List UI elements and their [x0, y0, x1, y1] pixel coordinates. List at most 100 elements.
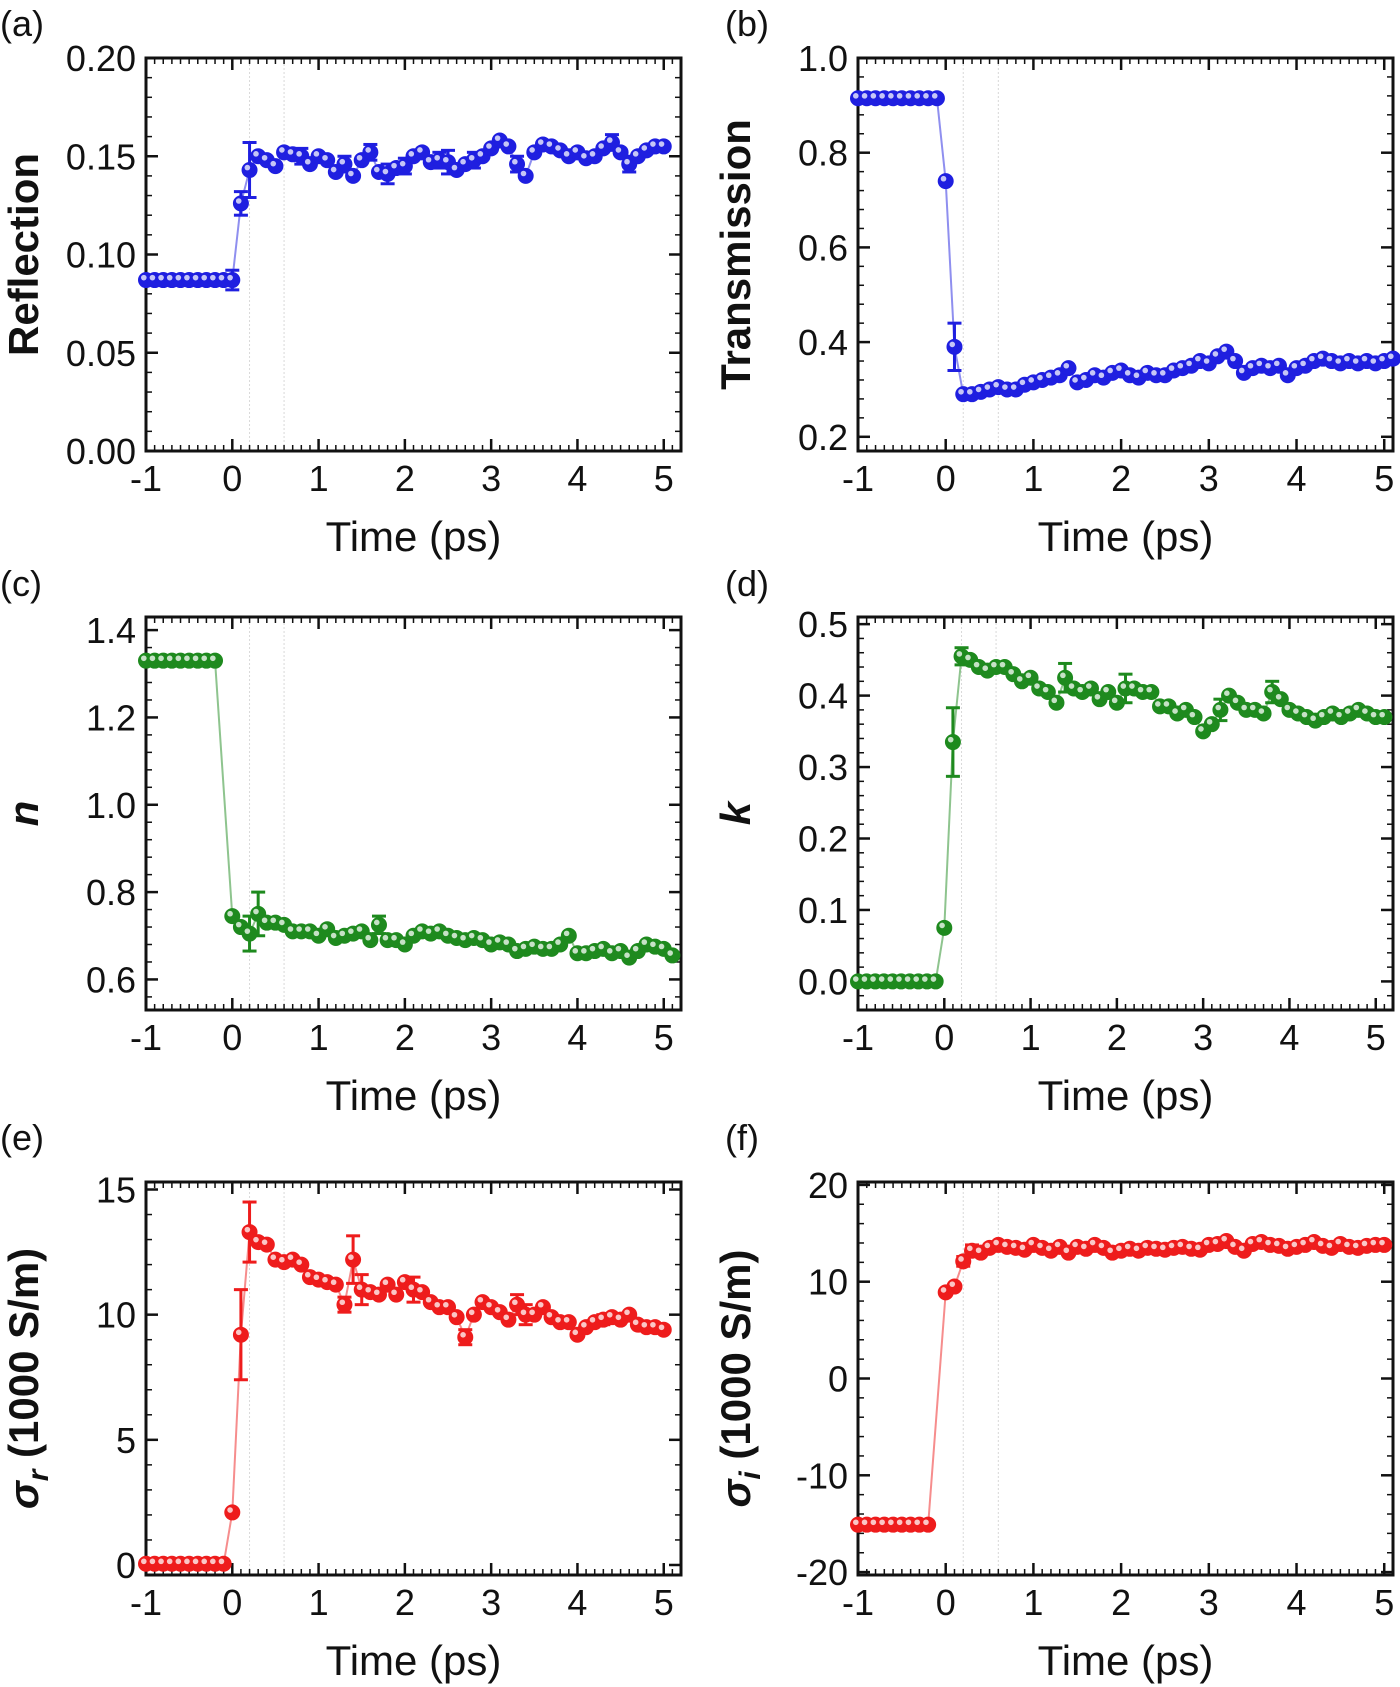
data-point	[1255, 705, 1272, 722]
data-point-highlight	[1232, 697, 1239, 704]
x-tick-label: 0	[934, 1017, 954, 1058]
x-axis-title: Time (ps)	[326, 513, 502, 560]
data-point-highlight	[1388, 353, 1394, 360]
data-point-highlight	[141, 655, 147, 662]
panel-letter: (c)	[0, 563, 42, 604]
data-point-highlight	[330, 932, 337, 939]
data-point-highlight	[641, 145, 648, 151]
plot-frame	[856, 56, 1395, 453]
x-axis-title: Time (ps)	[1038, 513, 1214, 560]
data-point-highlight	[192, 274, 199, 281]
data-point	[560, 1314, 577, 1331]
data-point	[1186, 709, 1203, 726]
data-point-highlight	[287, 1254, 294, 1260]
data-point-highlight	[287, 926, 294, 932]
y-tick-label: 0.8	[86, 872, 136, 913]
data-point-highlight	[244, 164, 251, 171]
data-point-highlight	[1300, 360, 1306, 367]
data-point-highlight	[192, 1558, 199, 1565]
data-point-highlight	[991, 661, 997, 668]
y-tick-label: 0.15	[66, 136, 136, 177]
data-point	[946, 338, 963, 355]
data-point-highlight	[913, 976, 920, 982]
data-point-highlight	[460, 1331, 466, 1338]
data-point-highlight	[287, 149, 294, 155]
data-point-highlight	[965, 654, 971, 661]
data-point-highlight	[930, 976, 937, 982]
data-point-highlight	[1206, 718, 1213, 725]
data-point-highlight	[468, 932, 475, 939]
x-tick-label: 0	[222, 458, 242, 499]
data-point-highlight	[356, 1284, 363, 1291]
data-point-highlight	[879, 1519, 885, 1526]
data-point-highlight	[984, 384, 991, 390]
data-point-highlight	[1142, 367, 1149, 374]
data-point	[1212, 701, 1229, 718]
data-point-highlight	[870, 976, 876, 982]
data-point-highlight	[1361, 355, 1368, 362]
data-point-highlight	[494, 937, 501, 943]
data-point-highlight	[999, 661, 1006, 668]
data-point-highlight	[1198, 726, 1204, 732]
data-point-highlight	[1318, 711, 1325, 718]
panel-letter: (e)	[0, 1117, 44, 1158]
x-tick-label: 3	[481, 458, 501, 499]
data-point-highlight	[235, 921, 242, 928]
data-point-highlight	[408, 151, 415, 157]
data-point-highlight	[1120, 683, 1127, 689]
data-point-highlight	[658, 141, 665, 147]
data-point-highlight	[615, 945, 622, 952]
data-point-highlight	[1326, 355, 1333, 362]
data-point-highlight	[399, 160, 406, 167]
data-point-highlight	[210, 655, 216, 662]
data-point-highlight	[348, 928, 354, 934]
data-point-highlight	[1098, 372, 1105, 379]
data-point-highlight	[1077, 686, 1083, 693]
data-point	[500, 138, 517, 155]
data-point-highlight	[896, 93, 903, 99]
data-point-highlight	[382, 168, 389, 175]
data-point-highlight	[589, 151, 596, 157]
data-point-highlight	[253, 1236, 259, 1243]
series-points	[138, 1200, 672, 1572]
data-point-highlight	[1212, 351, 1219, 357]
data-point-highlight	[322, 1276, 328, 1283]
plot-frame	[144, 56, 683, 453]
x-tick-label: 2	[395, 458, 415, 499]
data-point-highlight	[1327, 708, 1334, 714]
data-point-highlight	[1186, 360, 1192, 367]
data-point-highlight	[270, 917, 277, 924]
data-point-highlight	[1028, 1239, 1035, 1246]
data-point-highlight	[1089, 370, 1096, 376]
x-tick-label: 3	[1199, 1582, 1219, 1623]
data-point-highlight	[555, 939, 561, 945]
y-tick-label: 0.2	[798, 417, 848, 458]
data-point-highlight	[581, 1321, 587, 1328]
data-point-highlight	[1159, 1244, 1166, 1251]
data-point-highlight	[947, 736, 954, 743]
data-point-highlight	[1151, 370, 1157, 376]
data-point-highlight	[1282, 1243, 1289, 1250]
data-point-highlight	[1137, 686, 1144, 693]
x-tick-label: 5	[654, 458, 674, 499]
data-point-highlight	[261, 154, 268, 161]
data-point-highlight	[958, 388, 964, 395]
data-point-highlight	[443, 1301, 449, 1308]
data-point	[224, 272, 241, 289]
data-point-highlight	[572, 147, 579, 153]
data-point-highlight	[1203, 358, 1210, 364]
data-point-highlight	[993, 381, 999, 388]
data-point-highlight	[244, 1226, 251, 1233]
data-point-highlight	[158, 274, 164, 281]
data-point-highlight	[975, 1247, 982, 1254]
data-point-highlight	[1180, 704, 1187, 711]
x-tick-label: 0	[936, 458, 956, 499]
data-point-highlight	[1221, 346, 1227, 352]
data-point-highlight	[1037, 1242, 1043, 1249]
data-point-highlight	[1159, 370, 1166, 376]
data-point-highlight	[356, 154, 363, 161]
data-point-highlight	[563, 930, 570, 937]
y-tick-label: 0.3	[798, 747, 848, 788]
data-point-highlight	[1019, 379, 1026, 386]
